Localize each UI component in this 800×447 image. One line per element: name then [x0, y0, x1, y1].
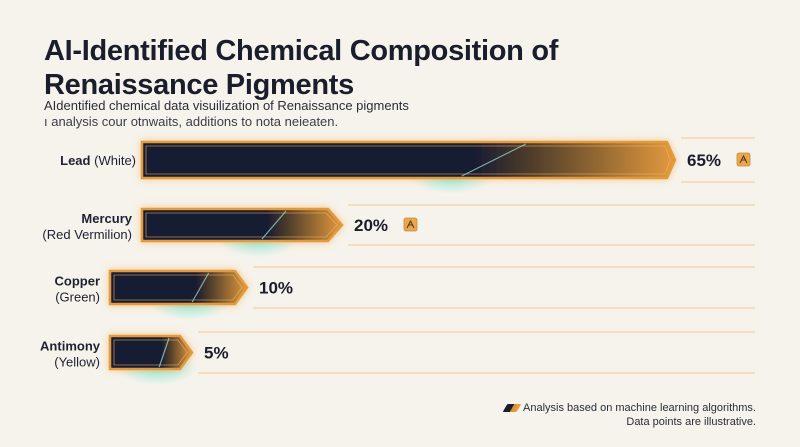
footnote-line-1: Analysis based on machine learning algor…: [523, 402, 756, 414]
value-label: 20%: [354, 216, 388, 235]
value-label: 10%: [259, 279, 293, 298]
bar-highlight: [461, 143, 527, 177]
subtitle-line-2: ı analysis cour otnwaits, additions to n…: [44, 114, 339, 129]
chart-subtitle: AIdentified chemical data visuilization …: [44, 98, 464, 130]
value-label: 5%: [204, 344, 229, 363]
bar-inner-border: [113, 274, 243, 301]
category-name: Lead: [60, 153, 94, 168]
category-name: Mercury: [81, 211, 132, 226]
bar-inner-border: [145, 212, 338, 238]
ai-sparkle-icon: [403, 217, 418, 232]
category-detail: (Green): [55, 290, 100, 305]
bar-highlight: [158, 337, 170, 368]
bar-mercury: [140, 207, 344, 243]
bar-copper: [108, 269, 249, 306]
subtitle-line-1: AIdentified chemical data visuilization …: [44, 98, 409, 113]
bar-highlight: [261, 210, 287, 240]
bar-lead: [140, 140, 677, 180]
category-label: Lead (White): [60, 153, 136, 168]
category-detail: (Red Vermilion): [42, 227, 132, 242]
bar-antimony: [108, 334, 194, 371]
category-detail: (Yellow): [54, 355, 100, 370]
footnote-line-2: Data points are illustrative.: [626, 416, 756, 428]
bar-highlight: [191, 272, 210, 303]
bar-inner-border: [113, 339, 188, 366]
ai-bar-icon: [502, 404, 522, 413]
footnote: Analysis based on machine learning algor…: [436, 401, 756, 429]
bar-inner-border: [145, 145, 671, 175]
chart-title: AI-Identified Chemical Composition of Re…: [44, 35, 559, 101]
ai-sparkle-icon: [736, 152, 751, 167]
category-detail: (White): [94, 153, 136, 168]
category-name: Copper: [55, 274, 101, 289]
category-name: Antimony: [40, 339, 101, 354]
bars-layer: Lead (White) 65% Mercury(Red Vermilion) 20%…: [40, 137, 755, 386]
value-label: 65%: [687, 151, 721, 170]
